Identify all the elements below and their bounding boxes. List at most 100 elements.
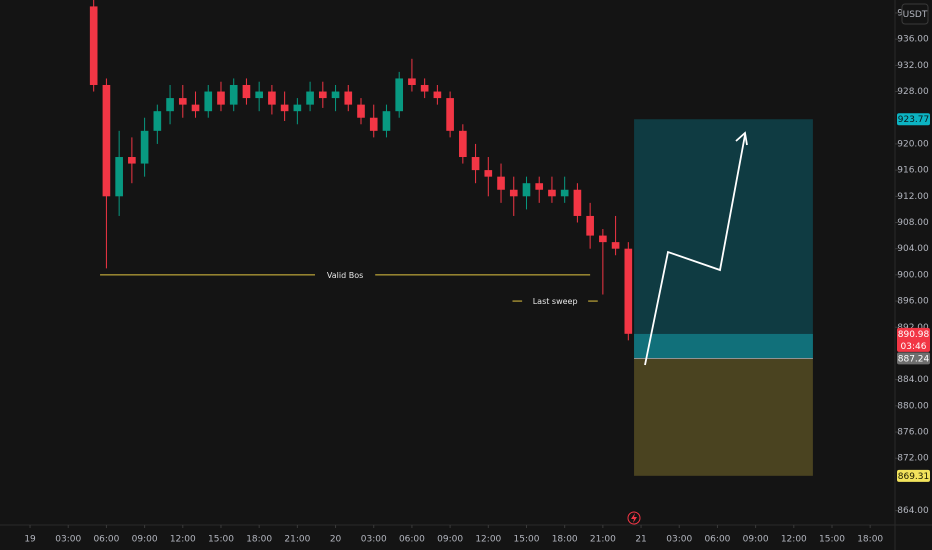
candle-body bbox=[217, 91, 225, 105]
entry-price-tag: 887.24 bbox=[898, 354, 930, 364]
x-tick-label: 12:00 bbox=[170, 535, 196, 545]
candle-body bbox=[446, 98, 454, 131]
y-tick-label: 908.00 bbox=[897, 218, 929, 228]
x-tick-label: 15:00 bbox=[819, 535, 845, 545]
candle-body bbox=[369, 117, 378, 131]
open-profit-zone bbox=[634, 333, 813, 359]
candle-body bbox=[204, 91, 213, 112]
candle-body bbox=[268, 91, 276, 105]
candle-body bbox=[560, 189, 569, 197]
candle-body bbox=[280, 104, 289, 112]
candle-body bbox=[318, 91, 327, 99]
y-tick-label: 916.00 bbox=[897, 166, 929, 176]
candle-body bbox=[599, 235, 607, 243]
plot-area: Valid Bos Last sweep bbox=[89, 0, 813, 476]
x-tick-label: 06:00 bbox=[704, 535, 730, 545]
x-tick-label: 20 bbox=[330, 535, 342, 545]
replay-icon[interactable] bbox=[627, 511, 641, 525]
x-tick-label: 12:00 bbox=[475, 535, 501, 545]
candle-body bbox=[420, 84, 429, 92]
y-tick-label: 876.00 bbox=[897, 428, 929, 438]
x-tick-label: 15:00 bbox=[514, 535, 540, 545]
y-tick-label: 864.00 bbox=[897, 506, 929, 516]
candle-body bbox=[611, 242, 620, 249]
x-tick-label: 21:00 bbox=[284, 535, 310, 545]
y-tick-label: 900.00 bbox=[897, 270, 929, 280]
projection-arrow bbox=[644, 134, 746, 366]
y-tick-label: 912.00 bbox=[897, 192, 929, 202]
x-tick-label: 21 bbox=[635, 535, 646, 545]
last-price-tag-countdown: 03:46 bbox=[901, 342, 927, 352]
candle-body bbox=[509, 189, 518, 197]
candle-body bbox=[433, 91, 442, 99]
y-tick-label: 904.00 bbox=[897, 244, 929, 254]
x-tick-label: 09:00 bbox=[132, 535, 158, 545]
candle-body bbox=[497, 176, 505, 190]
last-price-tag-bg bbox=[897, 327, 930, 352]
candle-body bbox=[535, 183, 544, 190]
candle-body bbox=[102, 84, 111, 197]
candle-body bbox=[153, 111, 162, 131]
candle-body bbox=[573, 189, 582, 216]
target-price-tag-bg bbox=[897, 113, 930, 126]
candle-body bbox=[471, 157, 480, 171]
annotation-label: Valid Bos bbox=[327, 271, 363, 280]
candle-body bbox=[115, 157, 123, 197]
x-tick-label: 06:00 bbox=[399, 535, 425, 545]
candle-body bbox=[586, 215, 594, 236]
x-tick-label: 18:00 bbox=[246, 535, 272, 545]
x-tick-label: 03:00 bbox=[666, 535, 692, 545]
y-tick-label: 928.00 bbox=[897, 87, 929, 97]
y-tick-label: 892.00 bbox=[897, 323, 929, 333]
y-tick-label: 884.00 bbox=[897, 375, 929, 385]
candle-body bbox=[395, 78, 404, 112]
candle-body bbox=[191, 104, 200, 112]
currency-button[interactable] bbox=[901, 3, 929, 25]
y-tick-label: 880.00 bbox=[897, 401, 929, 411]
candle-body bbox=[229, 84, 238, 105]
target-price-tag: 923.77 bbox=[898, 115, 930, 125]
x-tick-label: 09:00 bbox=[437, 535, 463, 545]
candle-body bbox=[306, 91, 314, 105]
target-zone bbox=[634, 119, 813, 359]
stop-zone bbox=[634, 358, 813, 476]
x-tick-label: 03:00 bbox=[55, 535, 81, 545]
x-tick-label: 06:00 bbox=[93, 535, 119, 545]
y-tick-label: 932.00 bbox=[897, 61, 929, 71]
x-tick-label: 21:00 bbox=[590, 535, 616, 545]
axes: 940.00936.00932.00928.00920.00916.00912.… bbox=[24, 8, 929, 544]
candle-body bbox=[140, 130, 149, 164]
candle-body bbox=[166, 98, 174, 112]
x-tick-label: 12:00 bbox=[781, 535, 807, 545]
entry-price-tag-bg bbox=[897, 352, 930, 365]
candle-body bbox=[344, 91, 353, 105]
price-tags: 923.77 869.31 887.24 890.98 03:46 bbox=[897, 113, 930, 482]
y-tick-label: 920.00 bbox=[897, 139, 929, 149]
candle-body bbox=[522, 183, 531, 197]
arrow-head bbox=[735, 131, 748, 146]
candle-body bbox=[293, 104, 302, 112]
candle-body bbox=[382, 111, 391, 131]
candle-body bbox=[484, 170, 493, 177]
currency-label: USDT bbox=[903, 10, 928, 20]
candle-body bbox=[408, 78, 416, 85]
candle-body bbox=[459, 130, 467, 158]
y-tick-label: 896.00 bbox=[897, 297, 929, 307]
candle-body bbox=[624, 248, 633, 334]
y-tick-label: 872.00 bbox=[897, 454, 929, 464]
candle-body bbox=[357, 104, 365, 118]
x-tick-label: 03:00 bbox=[361, 535, 387, 545]
candle-body bbox=[242, 84, 251, 99]
annotation-label: Last sweep bbox=[533, 297, 578, 306]
candle-body bbox=[255, 91, 263, 99]
candle-body bbox=[548, 189, 556, 197]
stop-price-tag-bg bbox=[897, 469, 930, 482]
x-tick-label: 18:00 bbox=[857, 535, 883, 545]
x-tick-label: 15:00 bbox=[208, 535, 234, 545]
stop-price-tag: 869.31 bbox=[898, 472, 930, 482]
candle-body bbox=[331, 91, 340, 99]
candle-body bbox=[89, 6, 98, 85]
x-tick-label: 19 bbox=[24, 535, 36, 545]
x-tick-label: 09:00 bbox=[743, 535, 769, 545]
